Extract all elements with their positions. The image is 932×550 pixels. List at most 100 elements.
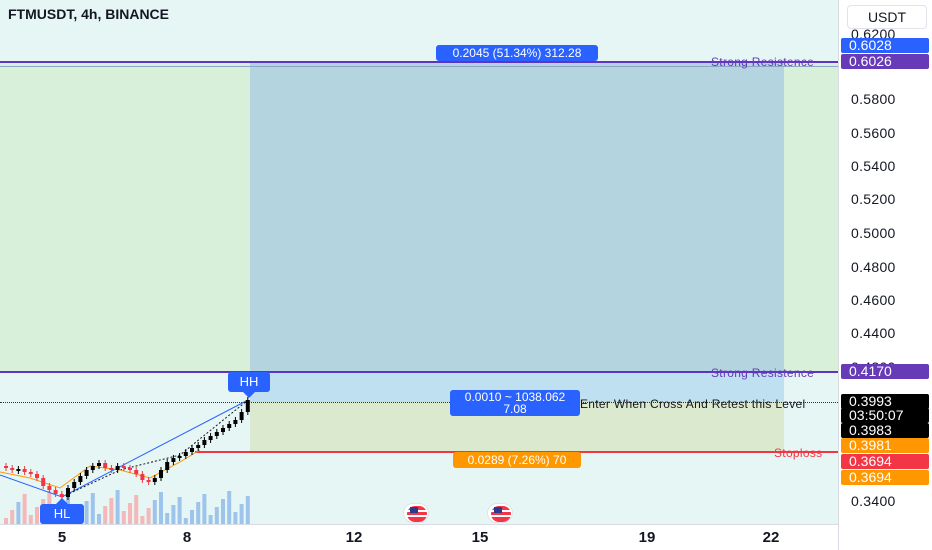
price-tick-label: 0.5200 [851, 191, 896, 207]
volume-bar [159, 492, 163, 524]
price-tag: 0.6028 [841, 38, 929, 53]
entry-stats-line2: 7.08 [503, 402, 527, 416]
price-tag: 0.3694 [841, 470, 929, 485]
volume-bar [146, 508, 151, 524]
volume-bar [152, 500, 157, 524]
dotted-trend [61, 399, 249, 498]
candle-body [41, 478, 46, 486]
volume-bar [16, 502, 21, 524]
candle-body [152, 478, 157, 482]
target-line [0, 66, 838, 67]
candle-body [202, 440, 207, 445]
strong-resistance-line-top[interactable] [0, 61, 838, 63]
candle-body [35, 474, 39, 478]
candle-body [208, 436, 213, 440]
price-tick-label: 0.4600 [851, 292, 896, 308]
volume-bar [196, 502, 201, 524]
candles [4, 397, 250, 500]
candle-body [134, 470, 139, 474]
volume-bar [35, 507, 39, 524]
strong-resistance-line-mid[interactable] [0, 371, 838, 373]
volume-bar [4, 518, 8, 524]
hl-label: HL [53, 506, 71, 521]
candle-body [4, 466, 8, 468]
candle-body [159, 470, 163, 478]
entry-stats-label: 0.0010 ~ 1038.062 7.08 [450, 390, 580, 416]
volume-bar [233, 512, 238, 524]
candle-body [66, 488, 70, 497]
hh-label: HH [239, 374, 259, 389]
candle-body [239, 412, 244, 420]
time-axis[interactable]: 5 8 12 15 19 22 [0, 524, 838, 550]
candle-body [177, 456, 182, 458]
chart-area[interactable]: Strong Resistence Strong Resistence Ente… [0, 0, 838, 524]
price-series [0, 397, 250, 524]
price-tag: 0.3983 [841, 423, 929, 438]
time-tick-label: 8 [182, 529, 192, 546]
candle-body [121, 466, 126, 468]
time-tick-label: 15 [471, 529, 489, 546]
volume-bar [140, 516, 145, 524]
candle-body [47, 486, 52, 490]
price-tick-label: 0.4400 [851, 325, 896, 341]
candle-body [128, 468, 132, 470]
volume-bar [221, 499, 225, 524]
volume-bar [22, 494, 27, 524]
hl-pointer [56, 498, 68, 504]
price-tick-label: 0.5000 [851, 225, 896, 241]
price-axis[interactable]: USDT 0.6200 0.5800 0.5600 0.5400 0.5200 0.500… [838, 0, 932, 550]
volume-bar [190, 510, 194, 524]
volume-bar [202, 494, 207, 524]
volume-bar [245, 496, 250, 524]
price-tag: 03:50:07 [841, 408, 929, 423]
zone-right-green [784, 62, 838, 372]
hh-pivot-badge: HH [228, 372, 270, 392]
us-flag-icon[interactable] [403, 503, 429, 523]
time-tick-label: 19 [638, 529, 656, 546]
volume-bar [109, 498, 114, 524]
candle-body [78, 476, 83, 482]
pivot-line [0, 399, 249, 498]
price-tag: 0.6026 [841, 54, 929, 69]
candle-body [103, 463, 108, 468]
candle-body [183, 452, 188, 456]
candle-body [16, 469, 21, 471]
target-stats-label: 0.2045 (51.34%) 312.28 [436, 45, 598, 61]
volume-bar [183, 518, 188, 524]
candle-body [115, 466, 120, 470]
candle-body [214, 432, 219, 436]
entry-level-line[interactable] [0, 402, 838, 403]
zone-left-green [0, 62, 250, 372]
orange-ma-line [0, 449, 201, 489]
volume-bar [84, 501, 89, 524]
stoploss-label: Stoploss [774, 446, 823, 460]
entry-stats-line1: 0.0010 ~ 1038.062 [464, 390, 566, 404]
candle-body [140, 474, 145, 480]
candle-body [146, 480, 151, 482]
volume-bar [177, 497, 182, 524]
candle-body [196, 445, 201, 448]
volume-bar [10, 510, 15, 524]
time-tick-label: 22 [762, 529, 780, 546]
price-tick-label: 0.3400 [851, 493, 896, 509]
price-tag: 0.3981 [841, 438, 929, 453]
candle-body [171, 458, 176, 462]
target-zone [250, 62, 784, 402]
candle-body [221, 428, 225, 432]
candle-body [22, 469, 27, 472]
volume-bar [214, 507, 219, 524]
candle-body [90, 466, 95, 470]
price-tick-label: 0.5800 [851, 91, 896, 107]
time-tick-label: 12 [345, 529, 363, 546]
us-flag-icon[interactable] [487, 503, 513, 523]
volume-bar [28, 515, 33, 524]
time-tick-label: 5 [57, 529, 67, 546]
candle-body [53, 490, 58, 494]
hl-pivot-badge: HL [40, 504, 84, 524]
currency-selector[interactable]: USDT [847, 5, 927, 29]
candle-body [72, 482, 77, 488]
stop-stats-label: 0.0289 (7.26%) 70 [453, 452, 581, 468]
symbol-title[interactable]: FTMUSDT, 4h, BINANCE [8, 6, 169, 22]
price-tick-label: 0.5600 [851, 125, 896, 141]
candle-body [190, 448, 194, 452]
